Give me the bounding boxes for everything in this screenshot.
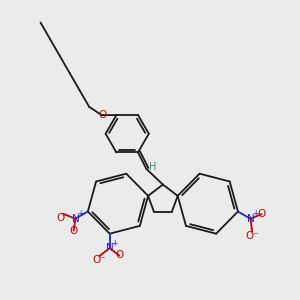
Text: H: H: [149, 161, 157, 172]
Text: N: N: [106, 243, 114, 253]
Text: O: O: [70, 226, 78, 236]
Text: O: O: [98, 110, 106, 120]
Text: N: N: [247, 214, 254, 224]
Text: O: O: [115, 250, 123, 260]
Text: +: +: [252, 209, 258, 218]
Text: O⁻: O⁻: [92, 255, 106, 266]
Text: O⁻: O⁻: [245, 231, 259, 241]
Text: +: +: [111, 239, 118, 248]
Text: O: O: [257, 209, 266, 219]
Text: O⁻: O⁻: [56, 213, 70, 223]
Text: N: N: [71, 214, 79, 224]
Text: +: +: [77, 209, 83, 218]
